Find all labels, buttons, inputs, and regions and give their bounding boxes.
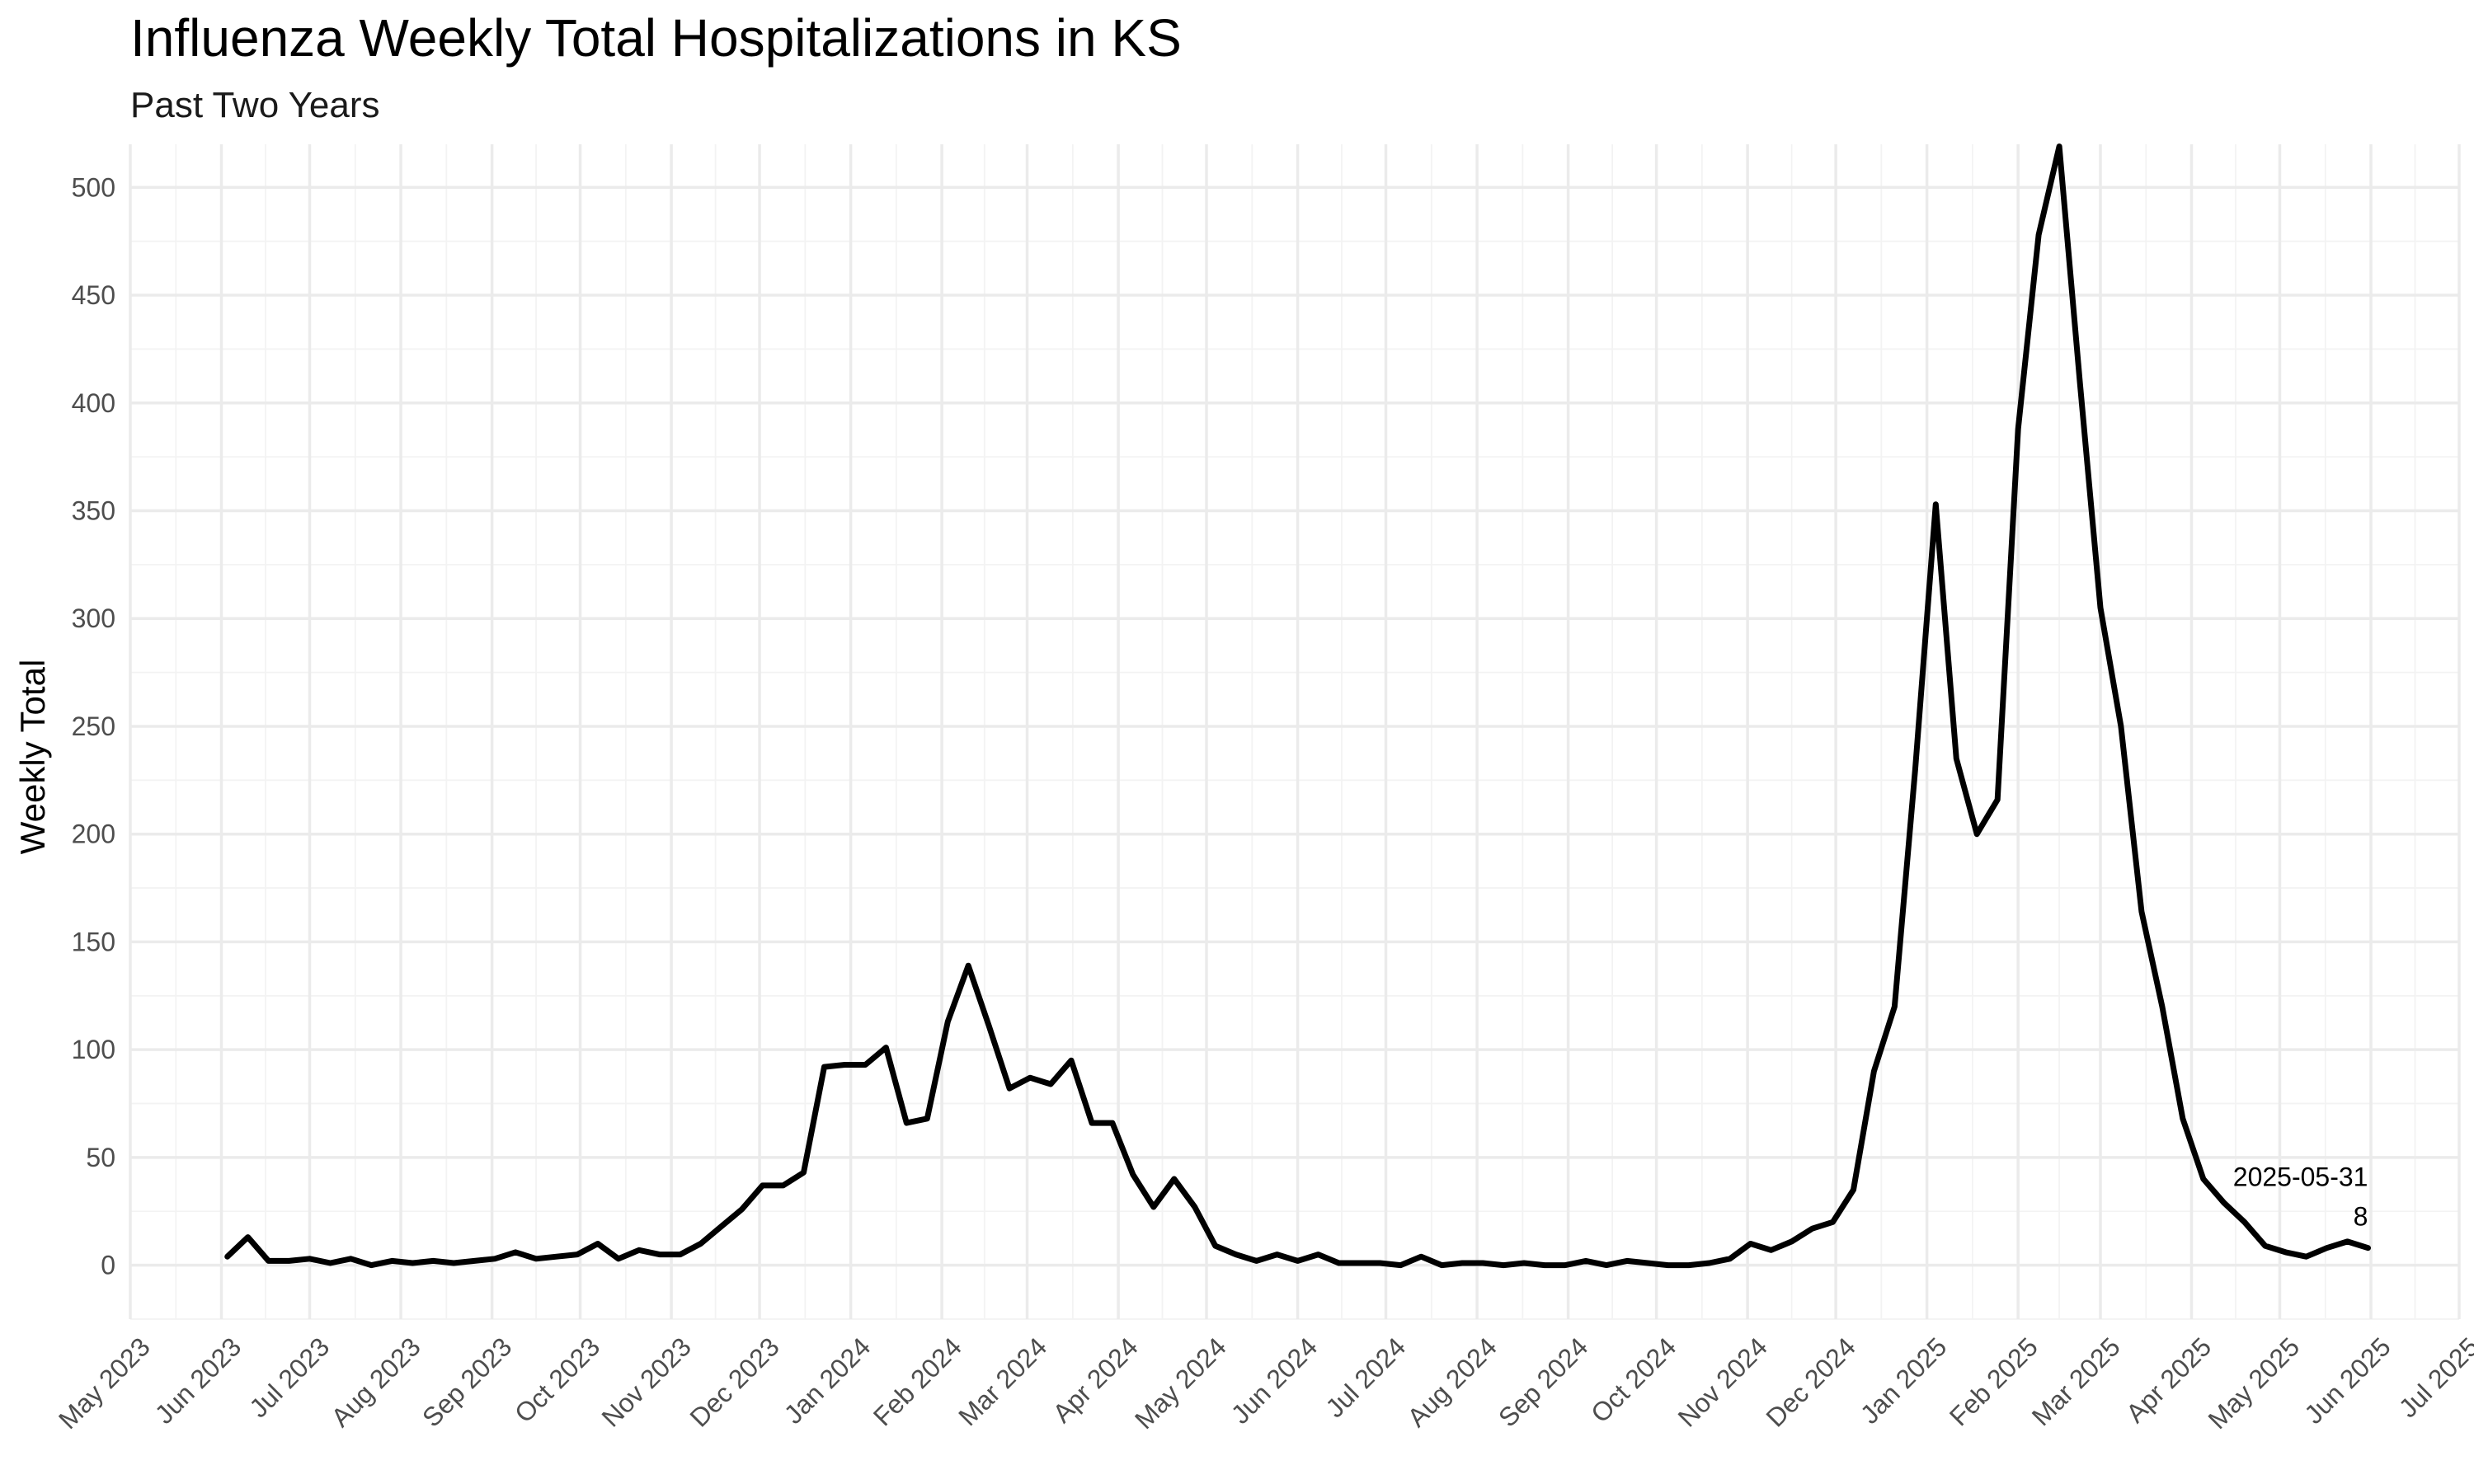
x-tick-label: Mar 2024 [952,1331,1052,1431]
x-tick-label: Jun 2023 [149,1331,247,1430]
x-tick-label: Jul 2025 [2393,1331,2474,1423]
x-tick-label: Nov 2023 [596,1331,697,1432]
x-tick-label: Jul 2024 [1319,1331,1411,1423]
y-tick-label: 0 [101,1251,115,1280]
chart-subtitle: Past Two Years [130,85,380,125]
x-tick-label: Aug 2023 [325,1331,426,1432]
x-tick-label: May 2025 [2202,1331,2305,1435]
y-tick-label: 200 [72,819,115,849]
x-tick-label: Nov 2024 [1672,1331,1773,1432]
x-tick-label: May 2024 [1129,1331,1232,1435]
y-tick-label: 150 [72,927,115,956]
x-tick-label: Sep 2023 [416,1331,517,1432]
x-tick-label: Sep 2024 [1493,1331,1593,1432]
major-gridlines [129,144,2461,1319]
y-tick-label: 400 [72,388,115,418]
x-tick-label: Jul 2023 [243,1331,335,1423]
y-axis-ticks: 0 50 100 150 200 250 300 350 400 450 500 [72,172,115,1280]
y-tick-label: 50 [86,1143,115,1172]
annotation-date: 2025-05-31 [2233,1162,2368,1192]
x-tick-label: Mar 2025 [2026,1331,2126,1431]
x-tick-label: Oct 2024 [1585,1331,1681,1428]
x-tick-label: Dec 2024 [1761,1331,1861,1432]
x-tick-label: Jan 2024 [778,1331,877,1430]
y-axis-title: Weekly Total [13,660,52,855]
x-tick-label: Aug 2024 [1402,1331,1503,1432]
series-line [224,143,2371,1269]
x-tick-label: Jan 2025 [1855,1331,1953,1430]
x-tick-label: Feb 2025 [1944,1331,2044,1431]
annotation-value: 8 [2354,1202,2368,1232]
annotations: 2025-05-31 8 [2233,1162,2368,1232]
x-tick-label: Dec 2023 [684,1331,785,1432]
x-tick-label: Jun 2025 [2298,1331,2396,1430]
y-tick-label: 300 [72,603,115,633]
minor-gridlines [130,144,2459,1320]
x-tick-label: Jun 2024 [1225,1331,1324,1430]
y-tick-label: 450 [72,280,115,310]
x-tick-label: May 2023 [53,1331,156,1435]
y-tick-label: 350 [72,495,115,525]
y-tick-label: 250 [72,711,115,741]
y-tick-label: 500 [72,172,115,202]
chart-title: Influenza Weekly Total Hospitalizations … [130,8,1182,68]
y-tick-label: 100 [72,1035,115,1064]
x-tick-label: Oct 2023 [509,1331,605,1428]
x-tick-label: Feb 2024 [868,1331,967,1431]
